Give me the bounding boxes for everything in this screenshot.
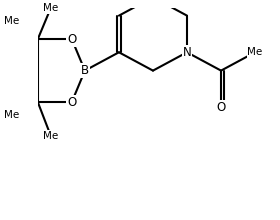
Text: N: N <box>183 46 192 59</box>
Text: Me: Me <box>43 131 59 141</box>
Text: Me: Me <box>4 16 19 26</box>
Text: O: O <box>67 95 76 108</box>
Text: Me: Me <box>43 3 59 13</box>
Text: Me: Me <box>4 110 19 120</box>
Text: O: O <box>216 101 226 114</box>
Text: O: O <box>67 33 76 46</box>
Text: Me: Me <box>248 47 263 57</box>
Text: B: B <box>81 64 89 77</box>
